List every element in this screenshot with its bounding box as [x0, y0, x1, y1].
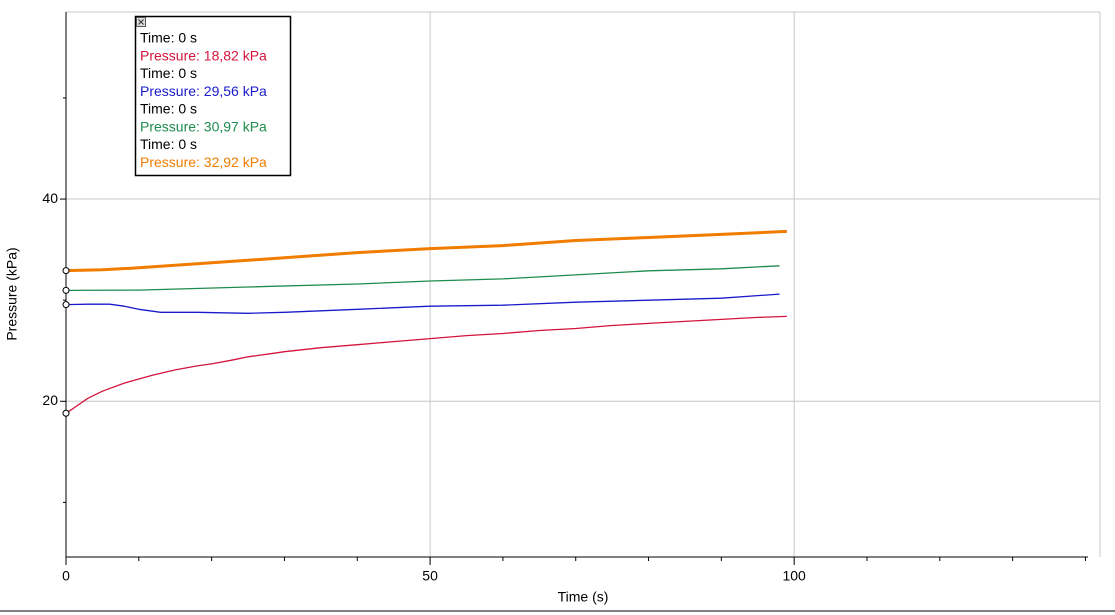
y-tick-label: 20: [42, 392, 58, 408]
data-line: [65, 229, 787, 273]
x-tick-label: 100: [782, 568, 806, 584]
data-line: [65, 315, 787, 414]
y-tick-label: 40: [42, 190, 58, 206]
readout-pressure: Pressure: 30,97 kPa: [140, 119, 267, 135]
data-line: [65, 265, 780, 292]
x-axis-label: Time (s): [558, 589, 609, 605]
readout-pressure: Pressure: 29,56 kPa: [140, 83, 267, 99]
readout-time: Time: 0 s: [140, 65, 197, 81]
close-icon: [138, 19, 144, 25]
start-marker: [62, 301, 70, 309]
x-tick-label: 0: [62, 568, 70, 584]
start-marker: [62, 409, 70, 417]
readout-frame: [134, 15, 292, 177]
readout-pressure: Pressure: 32,92 kPa: [140, 154, 267, 170]
readout-time: Time: 0 s: [140, 101, 197, 117]
start-marker: [62, 267, 70, 275]
readout-time: Time: 0 s: [140, 136, 197, 152]
readout-pressure: Pressure: 18,82 kPa: [140, 48, 267, 64]
readout-time: Time: 0 s: [140, 30, 197, 46]
x-tick-label: 50: [422, 568, 438, 584]
data-line: [65, 293, 780, 314]
y-axis-label: Pressure (kPa): [4, 247, 20, 340]
start-marker: [62, 286, 70, 294]
